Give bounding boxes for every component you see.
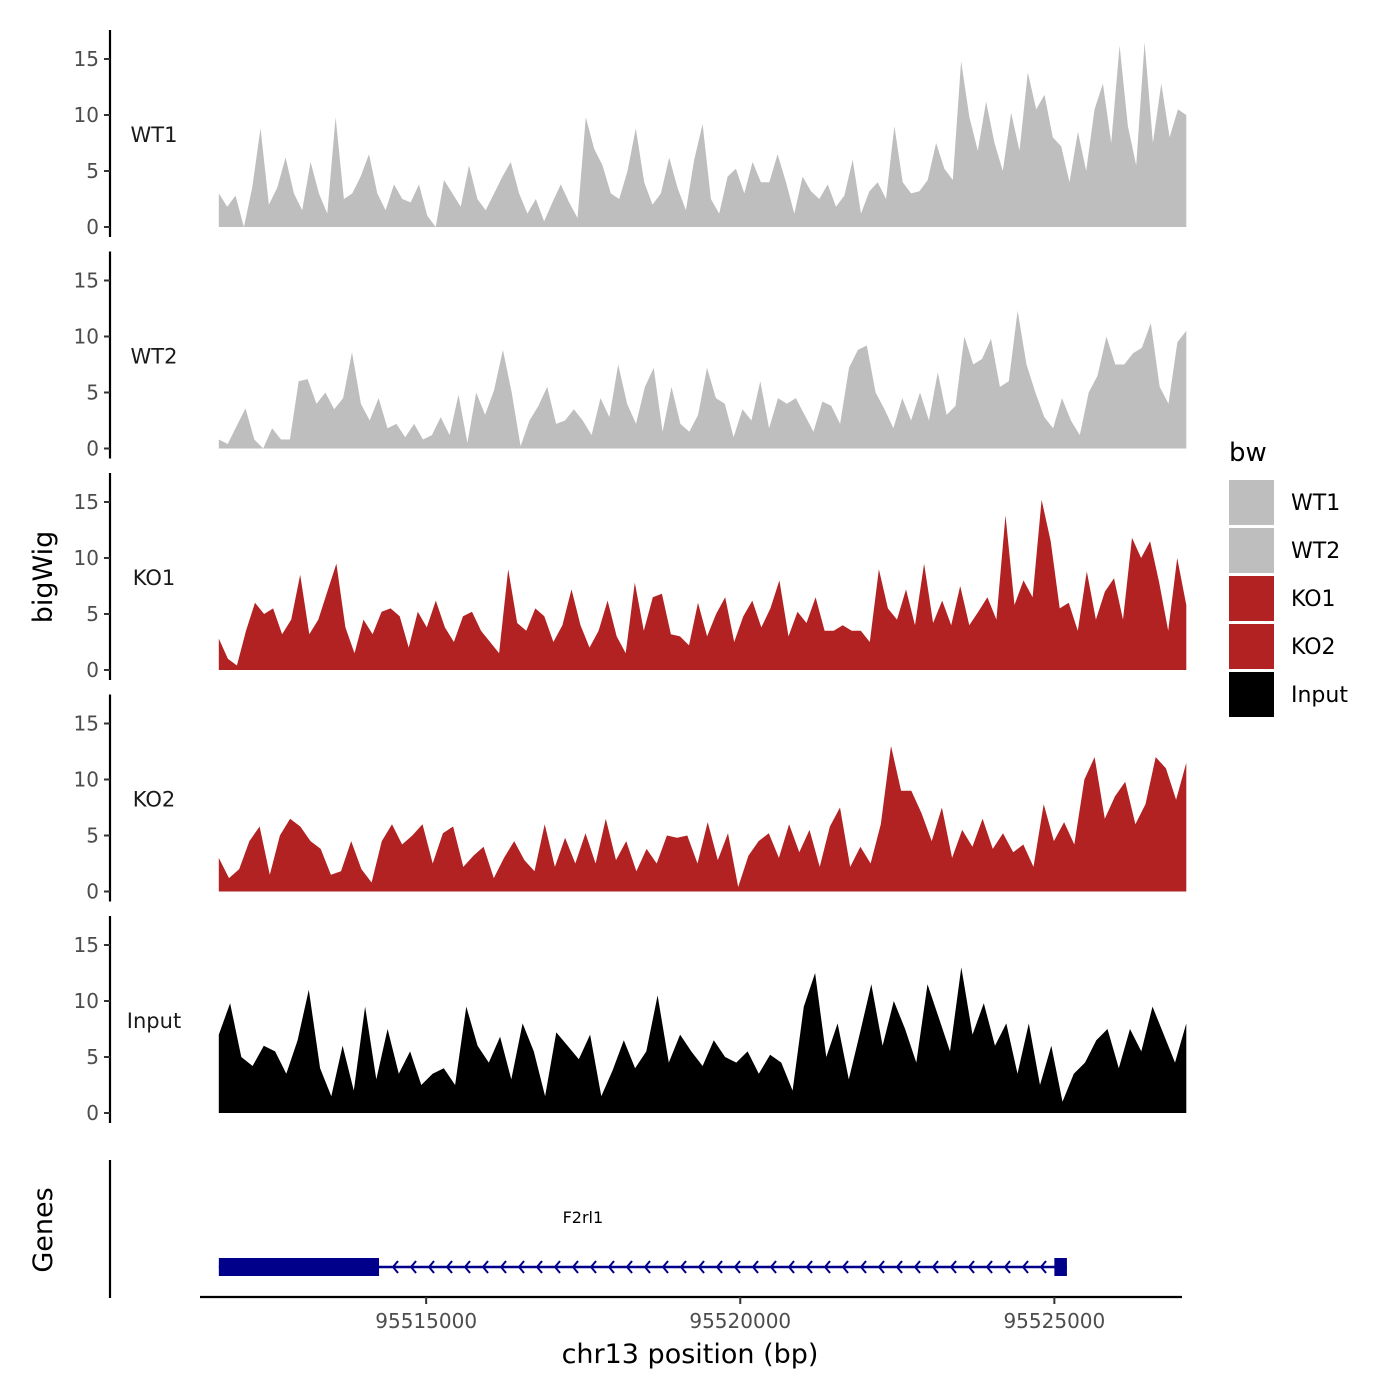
y-tick-label: 5 — [86, 1045, 99, 1069]
strand-arrow — [841, 1260, 849, 1274]
strand-arrow — [913, 1260, 921, 1274]
y-tick-label: 15 — [74, 47, 99, 71]
strand-arrow — [517, 1260, 525, 1274]
legend-label-ko2: KO2 — [1291, 635, 1336, 660]
x-axis: 95515000 95520000 95525000 — [200, 1295, 1182, 1333]
y-tick-label: 10 — [74, 325, 99, 349]
area-ko1 — [218, 499, 1187, 670]
y-tick-label: 10 — [74, 103, 99, 127]
legend: bw WT1 WT2 KO1 KO2 Input — [1229, 438, 1348, 717]
x-axis-title: chr13 position (bp) — [562, 1339, 819, 1370]
y-tick-label: 10 — [74, 989, 99, 1013]
strand-arrow — [391, 1260, 399, 1274]
legend-swatch-ko2 — [1229, 624, 1274, 669]
strand-arrow — [553, 1260, 561, 1274]
strand-arrow — [535, 1260, 543, 1274]
y-tick-label: 15 — [74, 933, 99, 957]
track-label-input: Input — [127, 1009, 181, 1033]
track-wt2: 0 5 10 15 WT2 — [74, 251, 1187, 461]
y-tick-label: 15 — [74, 490, 99, 514]
strand-arrow — [427, 1260, 435, 1274]
legend-label-input: Input — [1291, 683, 1348, 708]
strand-arrow — [967, 1260, 975, 1274]
y-tick-label: 5 — [86, 824, 99, 848]
x-tick-label: 95515000 — [375, 1309, 477, 1333]
area-wt2 — [218, 310, 1187, 449]
y-tick-label: 0 — [86, 437, 99, 461]
strand-arrow — [679, 1260, 687, 1274]
strand-arrow — [1021, 1260, 1029, 1274]
strand-arrow — [805, 1260, 813, 1274]
y-tick-label: 15 — [74, 269, 99, 293]
y-tick-label: 0 — [86, 1101, 99, 1125]
strand-arrow — [643, 1260, 651, 1274]
signal-tracks: 0 5 10 15 WT1 0 5 10 15 WT2 0 5 10 15 KO1 0 5 10 15 KO2 0 5 10… — [74, 30, 1187, 1125]
strand-arrow — [895, 1260, 903, 1274]
y-tick-label: 0 — [86, 658, 99, 682]
genes-axis-title: Genes — [28, 1187, 59, 1272]
y-tick-label: 15 — [74, 712, 99, 736]
legend-label-wt1: WT1 — [1291, 491, 1340, 516]
track-input: 0 5 10 15 Input — [74, 916, 1187, 1125]
strand-arrow — [949, 1260, 957, 1274]
legend-label-wt2: WT2 — [1291, 539, 1340, 564]
strand-arrow — [607, 1260, 615, 1274]
strand-arrow — [877, 1260, 885, 1274]
y-tick-label: 5 — [86, 602, 99, 626]
area-input — [218, 967, 1187, 1113]
strand-arrow — [571, 1260, 579, 1274]
strand-arrow — [715, 1260, 723, 1274]
track-label-ko2: KO2 — [133, 788, 176, 812]
strand-arrow — [697, 1260, 705, 1274]
strand-arrow — [859, 1260, 867, 1274]
area-ko2 — [218, 745, 1187, 892]
area-wt1 — [218, 42, 1187, 228]
track-label-ko1: KO1 — [133, 566, 176, 590]
legend-swatch-ko1 — [1229, 576, 1274, 621]
strand-arrow — [661, 1260, 669, 1274]
strand-arrow — [751, 1260, 759, 1274]
y-tick-label: 10 — [74, 546, 99, 570]
genes-track: F2rl1 — [108, 1160, 1067, 1298]
track-ko2: 0 5 10 15 KO2 — [74, 694, 1187, 904]
strand-arrow — [625, 1260, 633, 1274]
y-tick-label: 5 — [86, 159, 99, 183]
strand-arrow — [823, 1260, 831, 1274]
track-wt1: 0 5 10 15 WT1 — [74, 30, 1187, 239]
track-label-wt2: WT2 — [131, 345, 178, 369]
legend-swatch-wt2 — [1229, 528, 1274, 573]
legend-title: bw — [1229, 438, 1267, 468]
strand-arrow — [1003, 1260, 1011, 1274]
x-tick-label: 95525000 — [1003, 1309, 1105, 1333]
legend-swatch-input — [1229, 672, 1274, 717]
legend-label-ko1: KO1 — [1291, 587, 1336, 612]
strand-arrow — [463, 1260, 471, 1274]
strand-arrow — [481, 1260, 489, 1274]
track-ko1: 0 5 10 15 KO1 — [74, 473, 1187, 682]
strand-arrow — [985, 1260, 993, 1274]
y-tick-label: 0 — [86, 880, 99, 904]
track-label-wt1: WT1 — [131, 123, 178, 147]
strand-arrow — [589, 1260, 597, 1274]
strand-arrow — [445, 1260, 453, 1274]
y-tick-label: 10 — [74, 768, 99, 792]
y-tick-label: 0 — [86, 215, 99, 239]
strand-arrow — [499, 1260, 507, 1274]
gene-exon — [218, 1258, 380, 1276]
y-tick-label: 5 — [86, 381, 99, 405]
gene-label: F2rl1 — [563, 1208, 604, 1227]
y-axis-title: bigWig — [28, 531, 59, 624]
x-tick-label: 95520000 — [689, 1309, 791, 1333]
strand-arrow — [409, 1260, 417, 1274]
strand-arrow — [787, 1260, 795, 1274]
gene-exon — [1054, 1258, 1067, 1276]
strand-arrow — [1039, 1260, 1047, 1274]
legend-swatch-wt1 — [1229, 480, 1274, 525]
strand-arrow — [931, 1260, 939, 1274]
strand-arrow — [733, 1260, 741, 1274]
strand-arrow — [769, 1260, 777, 1274]
